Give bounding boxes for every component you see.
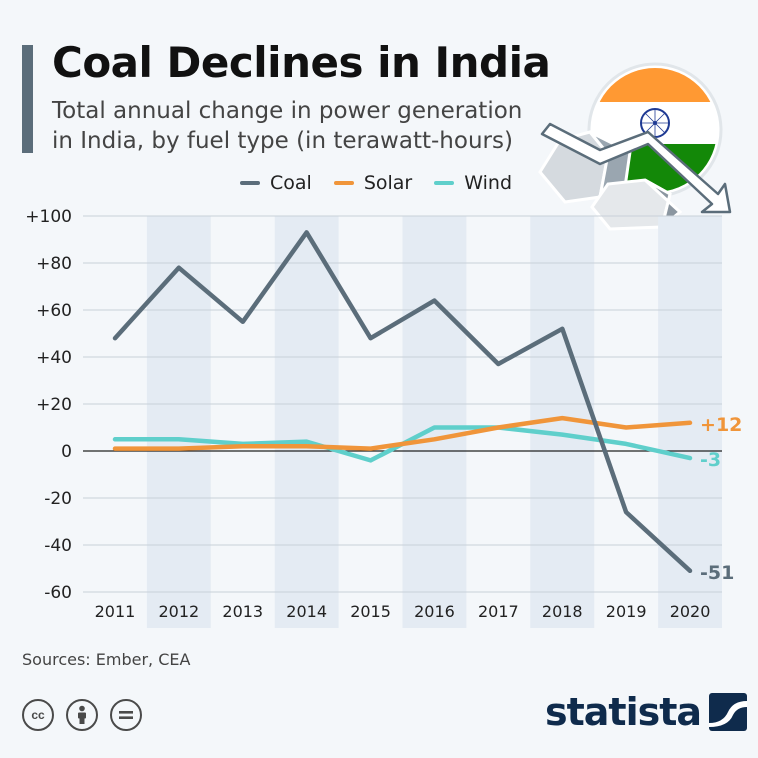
page-title: Coal Declines in India [52, 38, 551, 87]
x-tick-label: 2013 [222, 602, 263, 621]
column-band [274, 216, 339, 628]
x-tick-label: 2015 [350, 602, 391, 621]
end-label-coal: -51 [700, 562, 734, 584]
end-label-wind: -3 [700, 449, 721, 471]
y-tick-label: -20 [44, 489, 72, 509]
line-chart: +100 +80 +60 +40 +20 0 -20 -40 -60 2011 2012 2013 20… [25, 207, 742, 628]
title-accent-bar [22, 45, 33, 153]
y-tick-label: -60 [44, 583, 72, 603]
page-subtitle: Total annual change in power generation … [52, 98, 523, 154]
column-band [146, 216, 211, 628]
x-tick-label: 2018 [542, 602, 583, 621]
legend-swatch-coal [240, 181, 260, 185]
legend-item-solar: Solar [333, 172, 413, 194]
x-tick-label: 2014 [286, 602, 327, 621]
x-tick-label: 2017 [478, 602, 519, 621]
legend-swatch-wind [434, 181, 455, 185]
source-note: Sources: Ember, CEA [22, 650, 191, 669]
y-tick-label: +40 [36, 348, 72, 368]
license-icons: cc [22, 699, 142, 731]
legend-label-wind: Wind [464, 172, 513, 194]
y-tick-label: -40 [44, 536, 72, 556]
y-tick-label: +60 [36, 301, 72, 321]
no-derivatives-icon[interactable] [110, 699, 142, 731]
statista-mark-icon [709, 693, 748, 731]
x-tick-label: 2020 [670, 602, 711, 621]
statista-logo[interactable]: statista [545, 690, 748, 734]
y-tick-label: +80 [36, 254, 72, 274]
brand-name: statista [545, 690, 702, 734]
y-tick-label: 0 [61, 442, 72, 462]
x-tick-label: 2012 [158, 602, 199, 621]
column-band [402, 216, 467, 628]
legend-swatch-solar [333, 181, 354, 185]
chart-legend: Coal Solar Wind [240, 172, 512, 194]
attribution-icon[interactable] [66, 699, 98, 731]
x-tick-label: 2016 [414, 602, 455, 621]
end-label-solar: +12 [700, 414, 742, 436]
legend-item-coal: Coal [240, 172, 312, 194]
series-line-coal [112, 230, 693, 574]
creative-commons-icon[interactable]: cc [22, 699, 54, 731]
x-tick-label: 2019 [606, 602, 647, 621]
legend-label-coal: Coal [270, 172, 312, 194]
india-flag-coal-decline-icon [538, 62, 732, 232]
legend-item-wind: Wind [434, 172, 512, 194]
x-tick-label: 2011 [95, 602, 136, 621]
legend-label-solar: Solar [363, 172, 413, 194]
y-tick-label: +100 [25, 207, 72, 227]
y-tick-label: +20 [36, 395, 72, 415]
